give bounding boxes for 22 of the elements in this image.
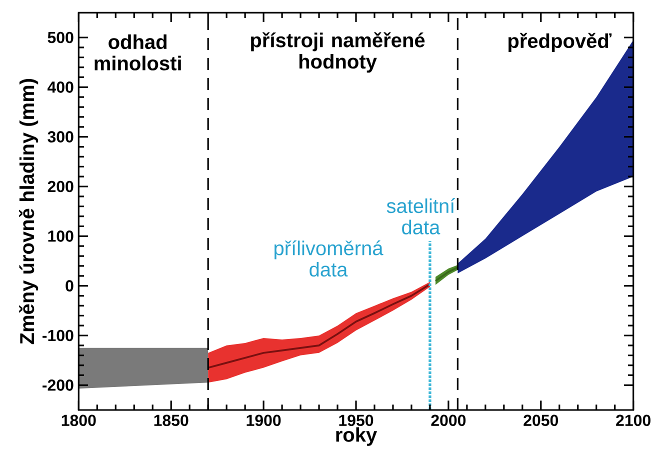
annotation: přístroji naměřené hodnoty	[251, 32, 425, 73]
x-tick-label: 2000	[431, 414, 466, 426]
annotation: satelitní data	[386, 198, 456, 234]
y-tick-label: 100	[48, 230, 74, 242]
y-tick-label: 0	[66, 280, 74, 292]
y-tick-label: 400	[48, 82, 74, 93]
x-tick-label: 2050	[524, 414, 558, 426]
y-tick-label: 300	[48, 131, 74, 143]
x-tick-label: 2100	[616, 414, 650, 426]
y-axis-title: Změny úrovně hladiny (mm)	[19, 78, 38, 344]
annotation: předpověď	[508, 32, 612, 52]
y-tick-label: 200	[48, 180, 74, 192]
y-tick-label: -200	[42, 380, 74, 391]
x-tick-label: 1900	[246, 414, 281, 426]
x-axis-title: roky	[336, 427, 378, 446]
x-tick-label: 1850	[154, 414, 188, 426]
annotation: přílivoměrná data	[274, 240, 384, 277]
y-tick-label: -100	[42, 330, 74, 342]
y-tick-label: 500	[48, 32, 74, 44]
x-tick-label: 1800	[62, 414, 96, 426]
x-tick-label: 1950	[339, 414, 374, 426]
annotation: odhad minolosti	[94, 34, 181, 70]
